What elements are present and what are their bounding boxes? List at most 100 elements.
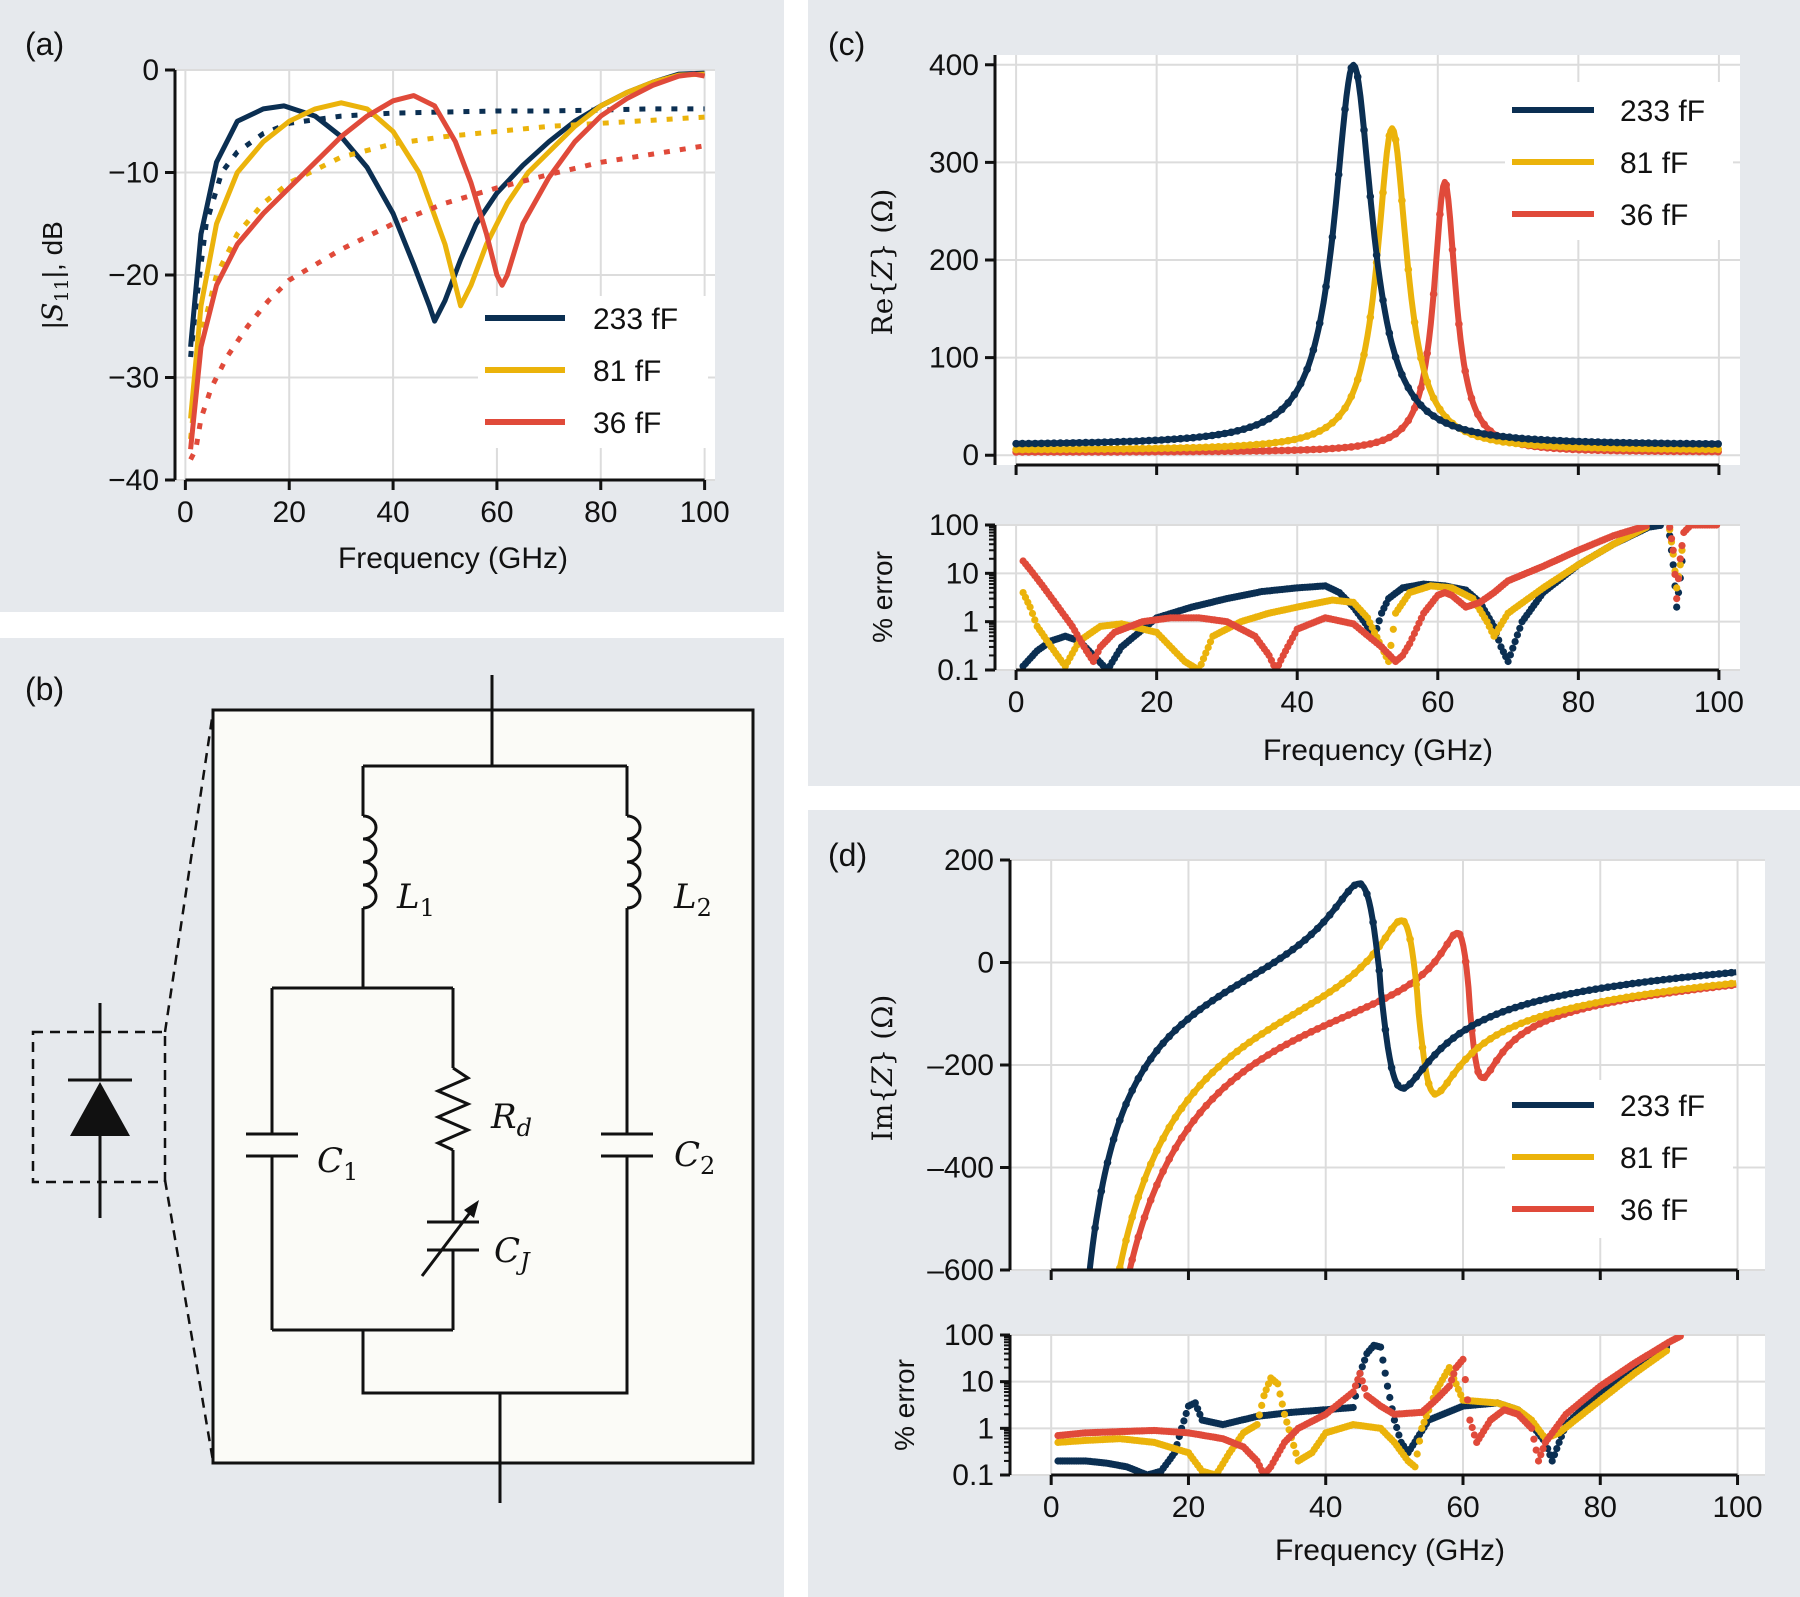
data-point — [1276, 1390, 1284, 1398]
y-tick-label: 200 — [944, 844, 994, 877]
data-point — [1157, 436, 1166, 444]
data-point — [1597, 997, 1606, 1006]
data-point — [1511, 1035, 1519, 1044]
data-point — [1290, 446, 1299, 455]
data-point — [1360, 126, 1368, 134]
data-point — [1295, 1007, 1303, 1015]
data-point — [1239, 1042, 1248, 1051]
data-point — [1326, 911, 1334, 919]
data-point — [1653, 976, 1661, 985]
label-l1: L1 — [396, 877, 435, 922]
data-point — [1632, 444, 1640, 453]
data-point — [1389, 625, 1397, 633]
chart-c-top-axes: 0 100 200 300 400 — [929, 49, 1721, 475]
data-point — [1109, 1135, 1118, 1144]
data-point — [1669, 561, 1677, 569]
data-point — [1398, 370, 1406, 379]
chart-a-axes: 0 20 40 60 80 100 0 −10 −20 −30 −40 — [108, 54, 730, 529]
data-point — [1573, 1003, 1581, 1011]
data-point — [1708, 445, 1716, 454]
data-point — [1445, 1364, 1453, 1372]
data-point — [1190, 1116, 1198, 1125]
data-point — [1258, 1055, 1266, 1063]
data-point — [1050, 439, 1058, 448]
data-point — [1455, 320, 1463, 328]
data-point — [1678, 542, 1686, 550]
data-point — [1585, 986, 1594, 994]
data-point — [1134, 1074, 1143, 1083]
data-point — [1189, 433, 1197, 442]
data-point — [1550, 442, 1558, 451]
data-point — [1448, 421, 1457, 430]
data-point — [1274, 1380, 1282, 1388]
chart-a-ylabel: |S11|, dB — [36, 221, 73, 329]
data-point — [1597, 984, 1606, 992]
x-tick-label: 20 — [1140, 686, 1173, 719]
data-point — [1480, 420, 1488, 429]
data-point — [1313, 1025, 1322, 1033]
data-point — [1448, 246, 1457, 254]
data-point — [1363, 1003, 1371, 1011]
x-tick-label: 40 — [1309, 1491, 1342, 1524]
data-point — [1140, 1064, 1149, 1072]
data-point — [1202, 443, 1210, 452]
data-point — [1338, 895, 1346, 903]
data-point — [1307, 1028, 1316, 1036]
data-point — [1258, 966, 1266, 974]
data-point — [1499, 1008, 1507, 1016]
y-tick-label: −10 — [108, 157, 159, 190]
chart-a-series — [188, 70, 706, 461]
data-point — [1684, 984, 1692, 993]
data-point — [1265, 439, 1273, 448]
data-point — [1560, 991, 1569, 999]
data-point — [1676, 561, 1684, 569]
data-point — [1445, 1382, 1453, 1390]
data-point — [1153, 1146, 1161, 1155]
x-tick-label: 60 — [1421, 686, 1454, 719]
data-point — [1400, 984, 1408, 992]
label-l2: L2 — [673, 877, 712, 922]
y-tick-label: 0 — [142, 54, 159, 87]
data-point — [1647, 977, 1655, 985]
data-point — [1468, 1049, 1476, 1057]
data-point — [1334, 170, 1343, 179]
data-point — [1282, 1014, 1291, 1023]
data-point — [1550, 436, 1558, 445]
data-point — [1177, 1020, 1186, 1029]
data-point — [1625, 444, 1634, 453]
data-point — [1449, 1070, 1458, 1079]
x-tick-label: 40 — [1281, 686, 1314, 719]
data-point — [1385, 329, 1394, 337]
data-point — [1542, 1017, 1550, 1025]
data-point — [1177, 1104, 1186, 1113]
data-point — [1537, 441, 1545, 450]
data-point — [1505, 1005, 1513, 1014]
data-point — [1233, 981, 1241, 989]
data-point — [1334, 412, 1343, 421]
data-point — [1301, 1003, 1309, 1012]
chart-c-top: 0 100 200 300 400 Re{Z} (Ω) 233 fF 81 fF 36 … — [866, 49, 1740, 475]
data-point — [1505, 1041, 1513, 1049]
data-point — [1461, 958, 1470, 966]
data-point — [1361, 1356, 1369, 1364]
data-point — [1024, 445, 1033, 454]
data-point — [1689, 445, 1697, 454]
data-point — [1418, 1043, 1427, 1052]
data-point — [1100, 438, 1109, 447]
data-point — [1138, 444, 1147, 453]
data-point — [1379, 188, 1387, 197]
data-point — [1280, 1410, 1289, 1418]
data-point — [1264, 1026, 1272, 1034]
chart-d-top-series — [1086, 880, 1738, 1270]
data-point — [1670, 439, 1678, 448]
data-point — [1100, 445, 1109, 453]
data-point — [1296, 434, 1305, 442]
data-point — [1309, 445, 1318, 454]
data-point — [1442, 181, 1450, 189]
data-point — [1128, 1213, 1136, 1221]
data-point — [1542, 995, 1550, 1003]
data-point — [1088, 445, 1096, 454]
data-point — [1417, 401, 1425, 410]
data-point — [1656, 525, 1664, 529]
